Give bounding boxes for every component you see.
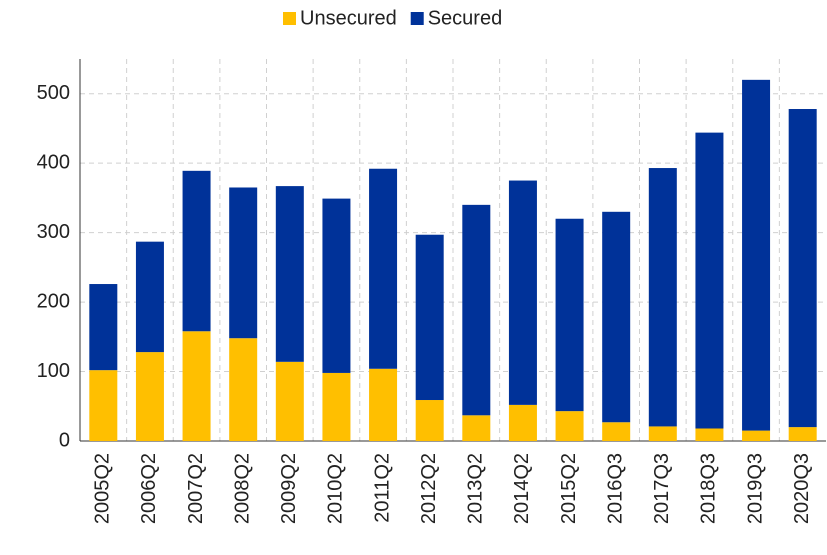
x-tick-label: 2019Q3 (744, 453, 766, 524)
bar-segment (322, 198, 351, 373)
bar-segment (555, 411, 584, 441)
bar-segment (369, 168, 398, 369)
bar-segment (462, 415, 491, 441)
y-tick-label: 200 (37, 290, 70, 312)
bar-segment (135, 241, 164, 353)
bar-segment (275, 186, 304, 362)
bar-segment (135, 352, 164, 441)
bar-segment (742, 430, 771, 441)
x-tick-label: 2014Q2 (511, 453, 533, 524)
bar-segment (89, 370, 118, 441)
x-tick-label: 2017Q3 (651, 453, 673, 524)
bar-segment (695, 132, 724, 429)
legend-label: Unsecured (300, 7, 397, 29)
bar-segment (648, 426, 677, 441)
bar-segment (369, 368, 398, 441)
x-tick-label: 2016Q3 (604, 453, 626, 524)
x-tick-label: 2007Q2 (185, 453, 207, 524)
bar-segment (415, 400, 444, 441)
bar-segment (742, 79, 771, 431)
bar-segment (462, 204, 491, 416)
bar-segment (508, 180, 537, 405)
bar-segment (602, 422, 631, 441)
x-tick-label: 2013Q2 (465, 453, 487, 524)
bar-segment (695, 428, 724, 441)
y-tick-label: 100 (37, 360, 70, 382)
bar-segment (415, 234, 444, 401)
x-tick-label: 2010Q2 (325, 453, 347, 524)
x-tick-label: 2005Q2 (92, 453, 114, 524)
x-tick-label: 2008Q2 (231, 453, 253, 524)
x-tick-label: 2006Q2 (138, 453, 160, 524)
legend-swatch (283, 12, 296, 25)
bar-segment (182, 331, 211, 441)
y-tick-label: 0 (59, 429, 70, 451)
bar-segment (229, 187, 258, 339)
bar-segment (788, 427, 817, 441)
bar-segment (648, 168, 677, 427)
y-tick-label: 500 (37, 82, 70, 104)
x-tick-label: 2012Q2 (418, 453, 440, 524)
bar-segment (602, 211, 631, 423)
x-tick-label: 2020Q3 (791, 453, 813, 524)
bar-segment (555, 218, 584, 412)
bar-segment (508, 404, 537, 441)
legend-label: Secured (428, 7, 503, 29)
y-tick-label: 300 (37, 221, 70, 243)
bar-segment (788, 109, 817, 428)
x-tick-label: 2015Q2 (558, 453, 580, 524)
x-tick-label: 2018Q3 (698, 453, 720, 524)
bar-segment (229, 338, 258, 441)
legend-swatch (410, 12, 424, 25)
bar-segment (182, 170, 211, 332)
x-tick-label: 2009Q2 (278, 453, 300, 524)
x-tick-label: 2011Q2 (371, 453, 393, 523)
bar-segment (89, 284, 118, 371)
y-tick-label: 400 (37, 151, 70, 173)
bar-segment (275, 361, 304, 441)
bar-segment (322, 372, 351, 441)
